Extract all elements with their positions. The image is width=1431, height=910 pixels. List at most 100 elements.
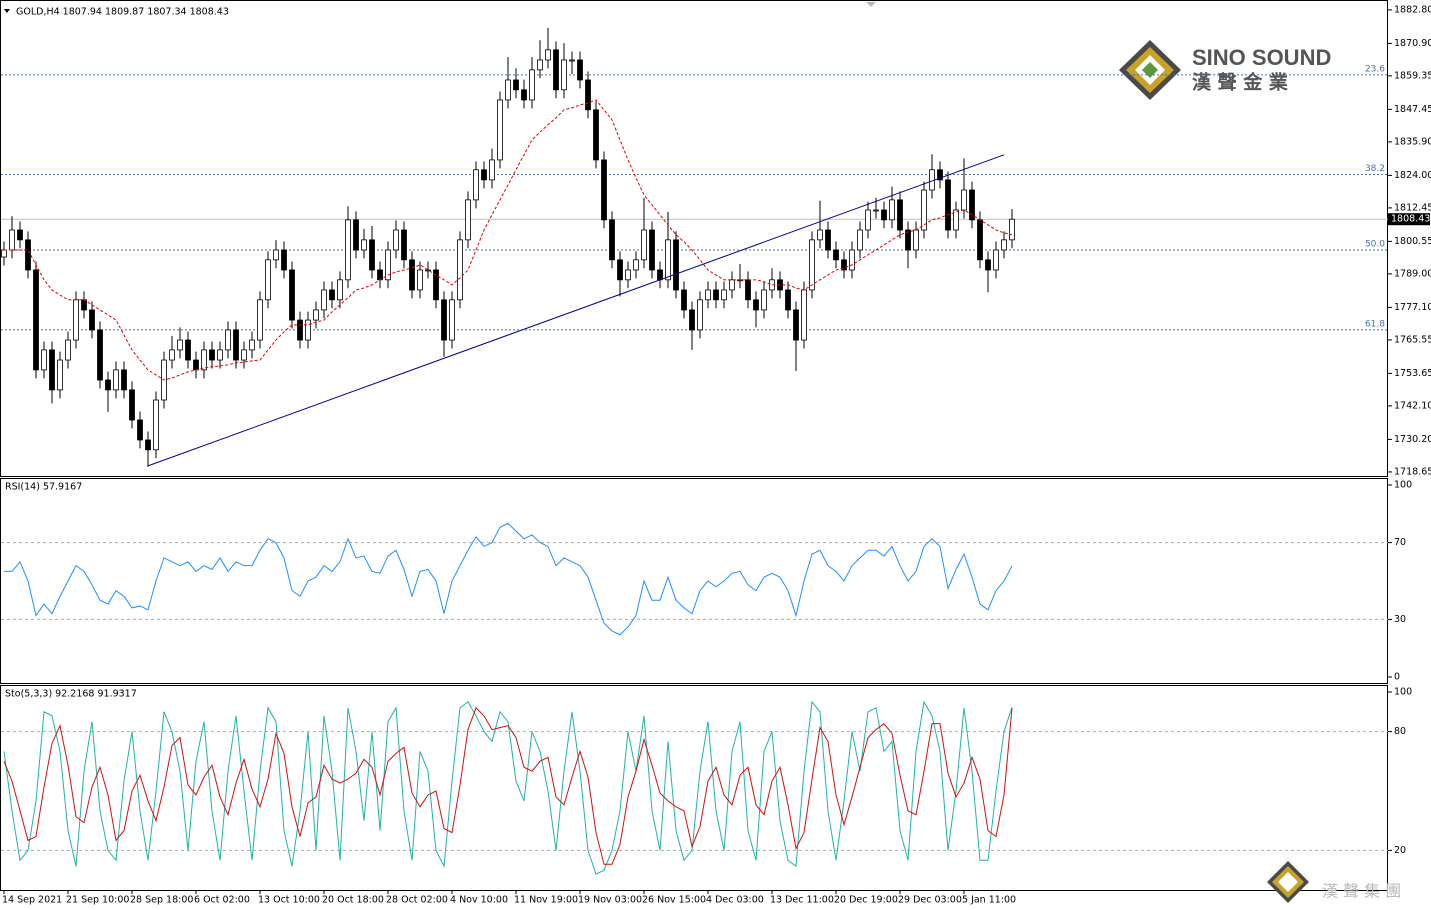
symbol-menu-arrow[interactable]: [4, 9, 10, 13]
indicator-line: [4, 522, 1013, 636]
x-tick-label: 26 Nov 15:00: [642, 895, 706, 906]
candle-body: [89, 309, 95, 331]
sto-title: Sto(5,3,3) 92.2168 91.9317: [5, 689, 137, 700]
candle-body: [521, 89, 527, 101]
candle-body: [625, 269, 631, 281]
candle-body: [985, 259, 991, 271]
candle-body: [169, 349, 175, 361]
y-tick-label: 1812.45: [1394, 202, 1431, 213]
candle-body: [65, 339, 71, 361]
x-tick-label: 14 Sep 2021: [2, 895, 62, 906]
candle-body: [321, 289, 327, 311]
candle-body: [449, 299, 455, 341]
candle-body: [49, 349, 55, 391]
candle-body: [257, 299, 263, 341]
y-tick-label: 30: [1394, 614, 1406, 625]
logo-tagline: 漢 聲 金 業: [1192, 71, 1289, 94]
candle-body: [473, 169, 479, 201]
candle-body: [145, 439, 151, 451]
logo-core: [1142, 62, 1158, 78]
scroll-marker: [866, 2, 876, 7]
candle-body: [457, 239, 463, 301]
y-tick-label: 1718.65: [1394, 466, 1431, 477]
candle-body: [833, 249, 839, 261]
candle-body: [969, 189, 975, 221]
x-tick-label: 19 Nov 03:00: [578, 895, 642, 906]
candle-body: [505, 79, 511, 101]
candle-body: [721, 289, 727, 301]
candle-body: [57, 359, 63, 391]
rsi-panel-frame: [0, 478, 1388, 684]
candle-body: [129, 389, 135, 421]
main-panel-frame: [0, 0, 1388, 477]
candle-body: [113, 369, 119, 391]
x-tick-label: 13 Dec 11:00: [770, 895, 834, 906]
candle-body: [185, 339, 191, 361]
candle-body: [41, 349, 47, 371]
trendline: [147, 154, 1005, 467]
level-label: 50.0: [1365, 239, 1385, 249]
candle-body: [601, 159, 607, 221]
x-tick-label: 20 Oct 18:00: [322, 895, 384, 906]
candle-body: [873, 209, 879, 212]
candle-body: [633, 259, 639, 271]
candle-body: [249, 339, 255, 351]
candle-body: [617, 259, 623, 281]
chart-title: GOLD,H4 1807.94 1809.87 1807.34 1808.43: [16, 7, 229, 18]
x-tick-label: 28 Oct 02:00: [386, 895, 448, 906]
candle-body: [857, 229, 863, 251]
y-tick-label: 100: [1394, 687, 1412, 698]
candle-body: [177, 339, 183, 351]
candle-body: [953, 209, 959, 231]
y-tick-label: 70: [1394, 537, 1406, 548]
candle-body: [33, 269, 39, 371]
candle-body: [921, 189, 927, 231]
level-label: 38.2: [1365, 164, 1385, 174]
candle-body: [649, 229, 655, 271]
footer-logo-text: 漢 聲 集 團: [1322, 882, 1401, 901]
candle-body: [481, 169, 487, 181]
y-tick-label: 0: [1394, 672, 1400, 683]
candle-body: [17, 229, 23, 241]
candle-body: [561, 59, 567, 91]
y-tick-label: 1835.90: [1394, 136, 1431, 147]
candle-body: [713, 289, 719, 301]
y-tick-label: 1859.35: [1394, 70, 1431, 81]
candle-body: [665, 239, 671, 281]
candle-body: [897, 199, 903, 231]
candle-body: [849, 249, 855, 271]
candle-body: [105, 379, 111, 391]
last-price-box: [1388, 213, 1430, 226]
x-tick-label: 6 Oct 02:00: [194, 895, 250, 906]
candle-body: [1001, 239, 1007, 251]
brand-logo: SINO SOUND 漢 聲 金 業: [1119, 40, 1331, 100]
candle-body: [121, 369, 127, 391]
candle-body: [961, 189, 967, 211]
y-tick-label: 1777.10: [1394, 302, 1431, 313]
candle-body: [1009, 218, 1015, 241]
rsi-title: RSI(14) 57.9167: [5, 482, 82, 493]
candle-body: [329, 289, 335, 301]
candle-body: [881, 209, 887, 221]
logo-name: SINO SOUND: [1192, 45, 1331, 70]
y-tick-label: 1765.55: [1394, 334, 1431, 345]
candle-body: [489, 159, 495, 181]
y-tick-label: 1847.45: [1394, 104, 1431, 115]
candle-body: [401, 229, 407, 261]
candle-body: [905, 229, 911, 251]
candle-body: [137, 419, 143, 441]
candle-body: [433, 269, 439, 301]
x-tick-label: 4 Dec 03:00: [706, 895, 764, 906]
candle-body: [545, 49, 551, 61]
candle-body: [657, 269, 663, 281]
x-tick-label: 11 Nov 19:00: [514, 895, 578, 906]
candle-body: [993, 249, 999, 271]
indicator-line: [3, 706, 1013, 865]
candle-body: [793, 309, 799, 341]
x-tick-label: 13 Oct 10:00: [258, 895, 320, 906]
candle-body: [529, 69, 535, 101]
candle-body: [233, 329, 239, 361]
candle-body: [217, 349, 223, 361]
candle-body: [817, 229, 823, 241]
candle-body: [73, 299, 79, 341]
